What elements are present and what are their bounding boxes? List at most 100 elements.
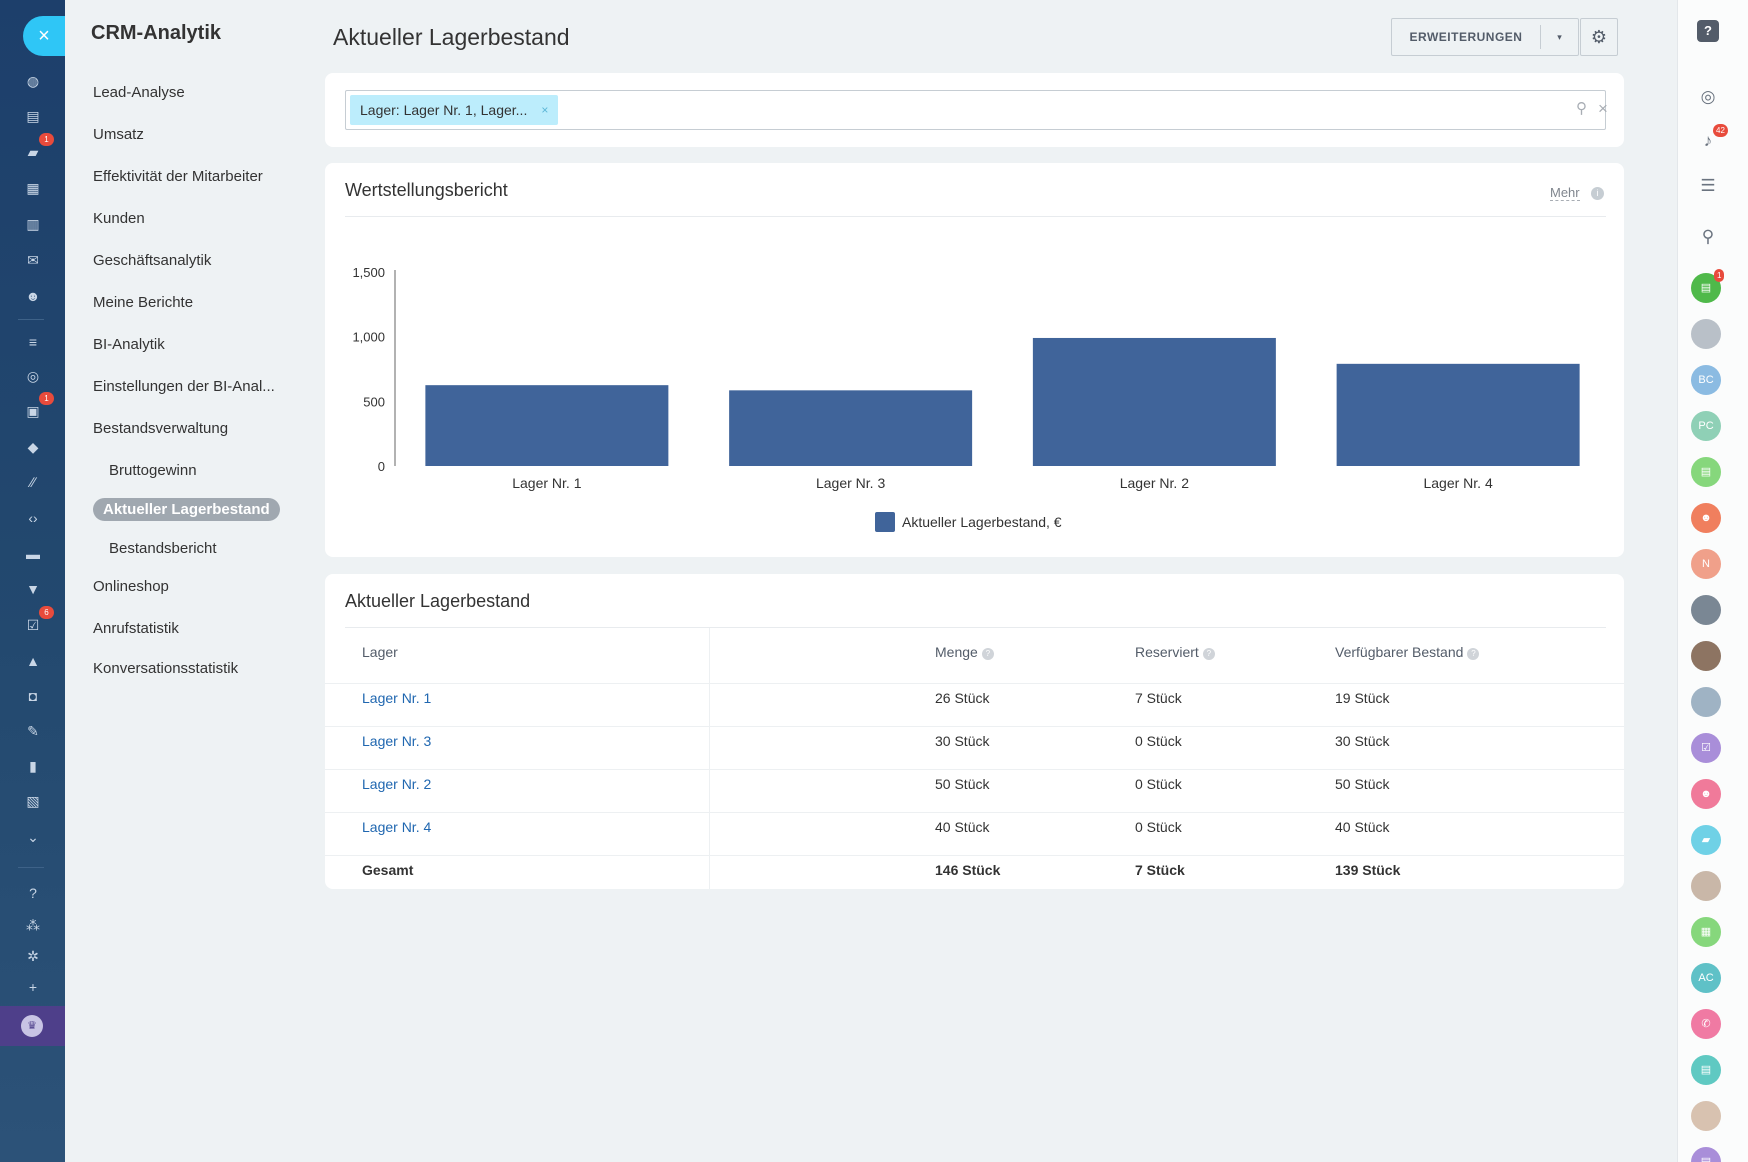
avatar-user-4[interactable] <box>1691 687 1721 717</box>
search-icon[interactable]: ⚲ <box>1701 227 1715 246</box>
left-icon-rail: × ◍ ▤ ▰ 1 ▦ ▥ ✉ ☻ ≡ ◎ ▣ 1 ◆ ∕∕ ‹› ▬ ▼ ☑ 6 ▲ ◘ ✎ ▮ ▧ ⌄? ⁂ ✲ + ♛ <box>0 0 65 1162</box>
divider <box>345 627 1606 628</box>
close-icon[interactable]: × <box>23 16 65 56</box>
menu-item[interactable]: Onlineshop <box>93 578 169 595</box>
help-icon[interactable]: ? <box>1202 648 1215 660</box>
settings-icon[interactable]: ✲ <box>27 948 39 964</box>
code-icon[interactable]: ‹› <box>28 510 38 526</box>
avatar-bc[interactable]: BC <box>1691 365 1721 395</box>
avatar-chat[interactable]: ▰ <box>1691 825 1721 855</box>
crm-icon[interactable]: ▣ <box>26 403 40 419</box>
documents-icon[interactable]: ▥ <box>26 216 40 232</box>
column-header-label: Reserviert <box>1135 644 1199 660</box>
menu-item[interactable]: Konversationsstatistik <box>93 660 239 677</box>
avatar-tasks[interactable]: ☑ <box>1691 733 1721 763</box>
menu-item[interactable]: Geschäftsanalytik <box>93 252 212 269</box>
menu-item[interactable]: Bestandsverwaltung <box>93 420 229 437</box>
avatar-group-1[interactable]: ☻ <box>1691 503 1721 533</box>
column-header-verfuegbar[interactable]: Verfügbarer Bestand? <box>1335 644 1480 660</box>
avatar-user-1[interactable] <box>1691 319 1721 349</box>
contacts-icon[interactable]: ☻ <box>25 288 41 304</box>
close-icon[interactable]: × <box>541 103 549 117</box>
bar-3 <box>1032 337 1276 466</box>
upgrade-button[interactable]: ♛ <box>0 1006 65 1046</box>
messages-icon[interactable]: ☰ <box>1700 176 1716 195</box>
avatar-calendar[interactable]: ▦ <box>1691 917 1721 947</box>
add-icon[interactable]: + <box>28 979 38 995</box>
column-header-reserviert[interactable]: Reserviert? <box>1135 644 1215 660</box>
more-link[interactable]: Mehr <box>1550 185 1580 201</box>
structure-icon[interactable]: ⁂ <box>26 917 40 933</box>
menu-item[interactable]: Umsatz <box>93 126 144 143</box>
rail-separator <box>18 867 44 868</box>
filter-icon[interactable]: ≡ <box>28 334 38 350</box>
search-icon[interactable]: ⚲ <box>1576 100 1587 117</box>
avatar-ac[interactable]: AC <box>1691 963 1721 993</box>
column-header-menge[interactable]: Menge? <box>935 644 994 660</box>
notifications-icon[interactable]: ♪ <box>1703 131 1713 150</box>
avatar-phone[interactable]: ✆ <box>1691 1009 1721 1039</box>
avatar-n[interactable]: N <box>1691 549 1721 579</box>
chevron-down-icon[interactable]: ▾ <box>1557 31 1562 42</box>
warehouse-link[interactable]: Lager Nr. 3 <box>362 733 432 749</box>
calendar-icon[interactable]: ▦ <box>26 180 40 196</box>
sign-icon[interactable]: ✎ <box>27 723 39 739</box>
avatar-group-2[interactable]: ☻ <box>1691 779 1721 809</box>
help-icon[interactable]: ? <box>1697 20 1719 42</box>
avatar-user-2[interactable] <box>1691 595 1721 625</box>
avatar-more[interactable]: ▤ <box>1691 1147 1721 1162</box>
warehouse-link[interactable]: Lager Nr. 1 <box>362 690 432 706</box>
help-icon[interactable]: ? <box>981 648 994 660</box>
avatar-document[interactable]: ▤ <box>1691 457 1721 487</box>
cart-icon[interactable]: ▼ <box>26 581 40 597</box>
bank-icon[interactable]: ▲ <box>26 653 40 669</box>
warehouse-link[interactable]: Lager Nr. 4 <box>362 819 432 835</box>
mail-icon[interactable]: ✉ <box>27 252 39 268</box>
inventory-icon[interactable]: ◆ <box>27 439 39 455</box>
menu-item[interactable]: Kunden <box>93 210 145 227</box>
dashboard-icon[interactable]: ◍ <box>26 73 40 89</box>
total-cell: 146 Stück <box>935 862 1001 878</box>
menu-item[interactable]: Bruttogewinn <box>109 462 197 479</box>
notification-badge: 1 <box>1714 269 1725 282</box>
target-icon[interactable]: ◎ <box>26 368 40 384</box>
extensions-button[interactable]: ERWEITERUNGEN ▾ <box>1391 18 1579 56</box>
help-icon[interactable]: ? <box>29 885 37 901</box>
menu-item[interactable]: Meine Berichte <box>93 294 194 311</box>
menu-item[interactable]: Anrufstatistik <box>93 620 179 637</box>
forms-icon[interactable]: ▧ <box>26 793 40 809</box>
menu-item[interactable]: Effektivität der Mitarbeiter <box>93 168 263 185</box>
chat-icon[interactable]: ▰ <box>27 144 39 160</box>
marketing-icon[interactable]: ∕∕ <box>30 474 36 490</box>
menu-item[interactable]: Einstellungen der BI-Anal... <box>93 378 275 395</box>
menu-item[interactable]: Bestandsbericht <box>109 540 217 557</box>
column-divider <box>709 628 710 889</box>
tasks-icon[interactable]: ☑ <box>26 617 40 633</box>
avatar-user-6[interactable] <box>1691 1101 1721 1131</box>
avatar-user-5[interactable] <box>1691 871 1721 901</box>
more-icon[interactable]: ⌄ <box>27 829 39 845</box>
notification-badge: 1 <box>39 392 54 405</box>
info-icon[interactable]: i <box>1591 187 1604 200</box>
menu-item[interactable]: Aktueller Lagerbestand <box>93 498 280 521</box>
clear-icon[interactable]: × <box>1598 99 1608 118</box>
table-cell: 0 Stück <box>1135 776 1182 792</box>
search-input[interactable]: Lager: Lager Nr. 1, Lager... × ⚲ × <box>345 90 1608 130</box>
store-icon[interactable]: ▬ <box>26 546 40 562</box>
avatar-user-3[interactable] <box>1691 641 1721 671</box>
avatar-contact-card-2[interactable]: ▤ <box>1691 1055 1721 1085</box>
copilot-icon[interactable]: ◎ <box>1700 87 1716 106</box>
y-tick-label: 0 <box>378 459 385 474</box>
analytics-icon[interactable]: ▮ <box>29 758 37 774</box>
feed-icon[interactable]: ▤ <box>26 108 40 124</box>
robot-icon[interactable]: ◘ <box>28 688 38 704</box>
table-title: Aktueller Lagerbestand <box>345 591 531 611</box>
filter-chip[interactable]: Lager: Lager Nr. 1, Lager... × <box>350 95 559 125</box>
help-icon[interactable]: ? <box>1467 648 1480 660</box>
table-cell: 50 Stück <box>1335 776 1390 792</box>
menu-item[interactable]: Lead-Analyse <box>93 84 185 101</box>
warehouse-link[interactable]: Lager Nr. 2 <box>362 776 432 792</box>
avatar-pc[interactable]: PC <box>1691 411 1721 441</box>
gear-icon[interactable]: ⚙ <box>1580 18 1618 56</box>
menu-item[interactable]: BI-Analytik <box>93 336 165 353</box>
